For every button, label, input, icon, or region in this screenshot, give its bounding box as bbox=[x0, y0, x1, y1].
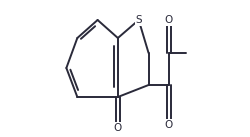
Text: O: O bbox=[114, 123, 122, 133]
Text: O: O bbox=[165, 120, 173, 130]
Text: S: S bbox=[136, 15, 142, 25]
Text: O: O bbox=[165, 15, 173, 25]
